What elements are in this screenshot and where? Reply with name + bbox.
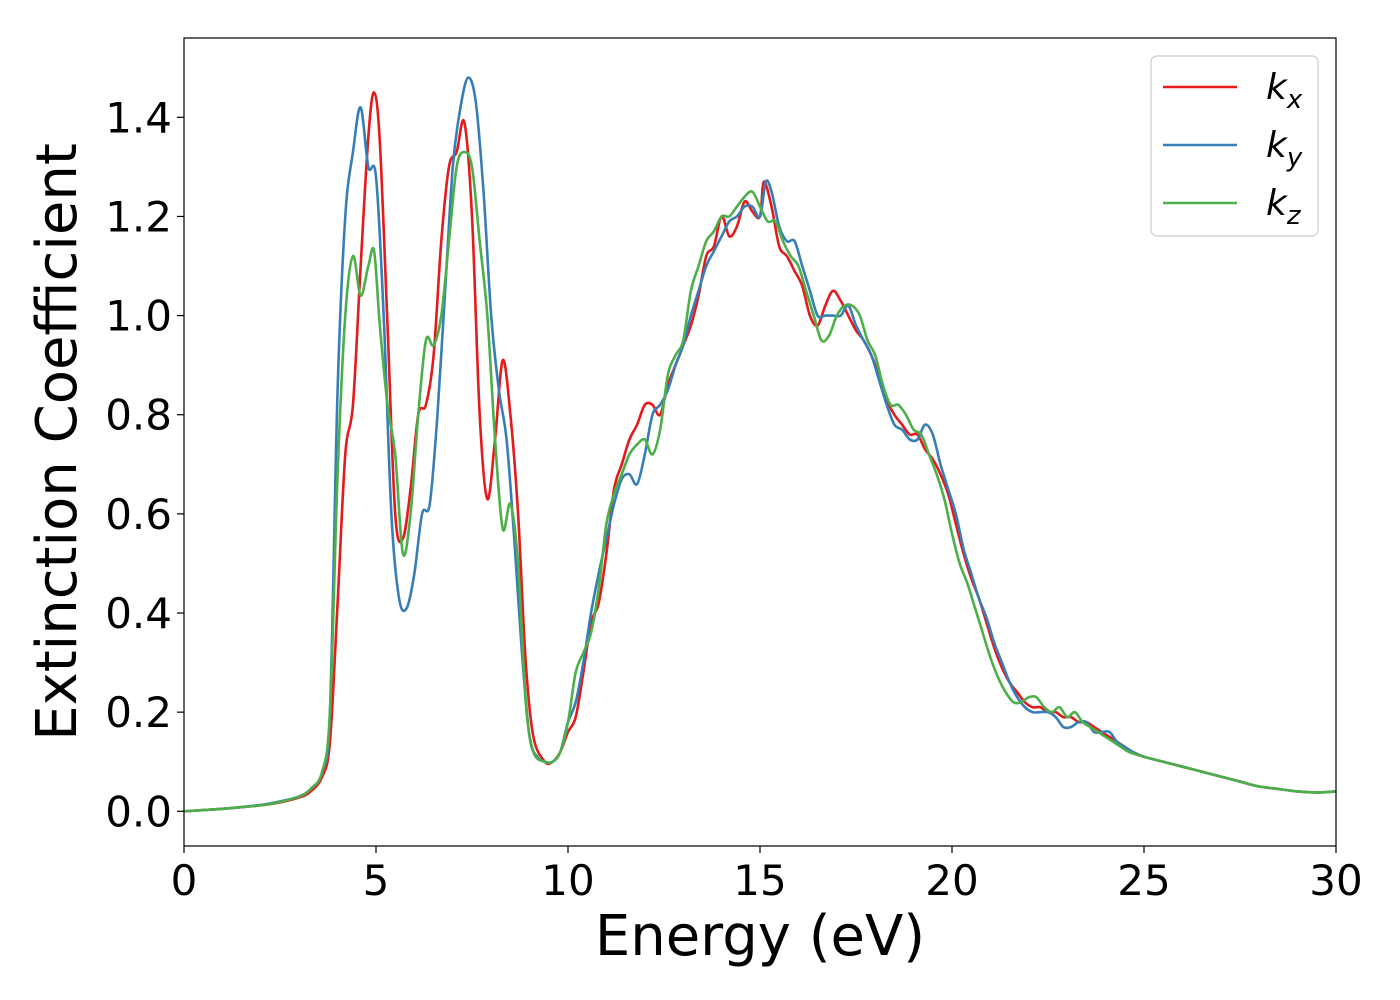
y-tick-label: 0.6 bbox=[105, 490, 172, 539]
x-tick-label: 30 bbox=[1309, 856, 1362, 905]
x-tick-label: 20 bbox=[925, 856, 978, 905]
y-tick-label: 0.0 bbox=[105, 787, 172, 836]
legend-label-main: k bbox=[1266, 125, 1289, 166]
y-tick-label: 0.8 bbox=[105, 391, 172, 440]
legend-label-kz: kz bbox=[1266, 183, 1302, 231]
series-line-kz bbox=[184, 150, 1336, 813]
y-tick-label: 1.0 bbox=[105, 292, 172, 341]
legend-label-kx: kx bbox=[1266, 67, 1303, 115]
x-axis-label: Energy (eV) bbox=[595, 904, 925, 969]
y-axis-label: Extinction Coefficient bbox=[25, 143, 90, 741]
y-tick-label: 1.4 bbox=[105, 93, 172, 142]
legend-label-main: k bbox=[1266, 67, 1289, 108]
x-tick-label: 10 bbox=[541, 856, 594, 905]
x-tick-label: 0 bbox=[171, 856, 198, 905]
y-axis-ticks: 0.0 0.2 0.4 0.6 0.8 1.0 1.2 1.4 bbox=[105, 93, 184, 836]
legend-label-subscript: y bbox=[1286, 143, 1303, 173]
x-tick-label: 15 bbox=[733, 856, 786, 905]
series-line-ky bbox=[184, 76, 1336, 813]
legend-label-subscript: z bbox=[1286, 201, 1302, 231]
legend-label-ky: ky bbox=[1266, 125, 1303, 173]
legend-label-subscript: x bbox=[1286, 85, 1303, 115]
series-layer bbox=[184, 76, 1336, 813]
x-tick-label: 5 bbox=[363, 856, 390, 905]
y-tick-label: 1.2 bbox=[105, 192, 172, 241]
y-tick-label: 0.2 bbox=[105, 688, 172, 737]
x-tick-label: 25 bbox=[1117, 856, 1170, 905]
x-axis-ticks: 0 5 10 15 20 25 30 bbox=[171, 846, 1363, 905]
legend-label-main: k bbox=[1266, 183, 1289, 224]
y-tick-label: 0.4 bbox=[105, 589, 172, 638]
